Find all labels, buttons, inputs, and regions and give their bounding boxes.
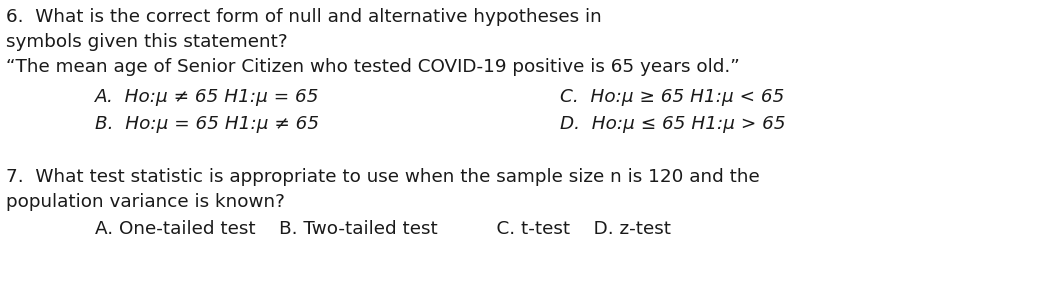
Text: “The mean age of Senior Citizen who tested COVID-19 positive is 65 years old.”: “The mean age of Senior Citizen who test… [6,58,740,76]
Text: 6.  What is the correct form of null and alternative hypotheses in: 6. What is the correct form of null and … [6,8,602,26]
Text: symbols given this statement?: symbols given this statement? [6,33,287,51]
Text: 7.  What test statistic is appropriate to use when the sample size n is 120 and : 7. What test statistic is appropriate to… [6,168,760,186]
Text: D.  Ho:μ ≤ 65 H1:μ > 65: D. Ho:μ ≤ 65 H1:μ > 65 [560,115,786,133]
Text: B.  Ho:μ = 65 H1:μ ≠ 65: B. Ho:μ = 65 H1:μ ≠ 65 [95,115,319,133]
Text: population variance is known?: population variance is known? [6,193,285,211]
Text: A.  Ho:μ ≠ 65 H1:μ = 65: A. Ho:μ ≠ 65 H1:μ = 65 [95,88,320,106]
Text: C.  Ho:μ ≥ 65 H1:μ < 65: C. Ho:μ ≥ 65 H1:μ < 65 [560,88,785,106]
Text: A. One-tailed test    B. Two-tailed test          C. t-test    D. z-test: A. One-tailed test B. Two-tailed test C.… [95,220,671,238]
